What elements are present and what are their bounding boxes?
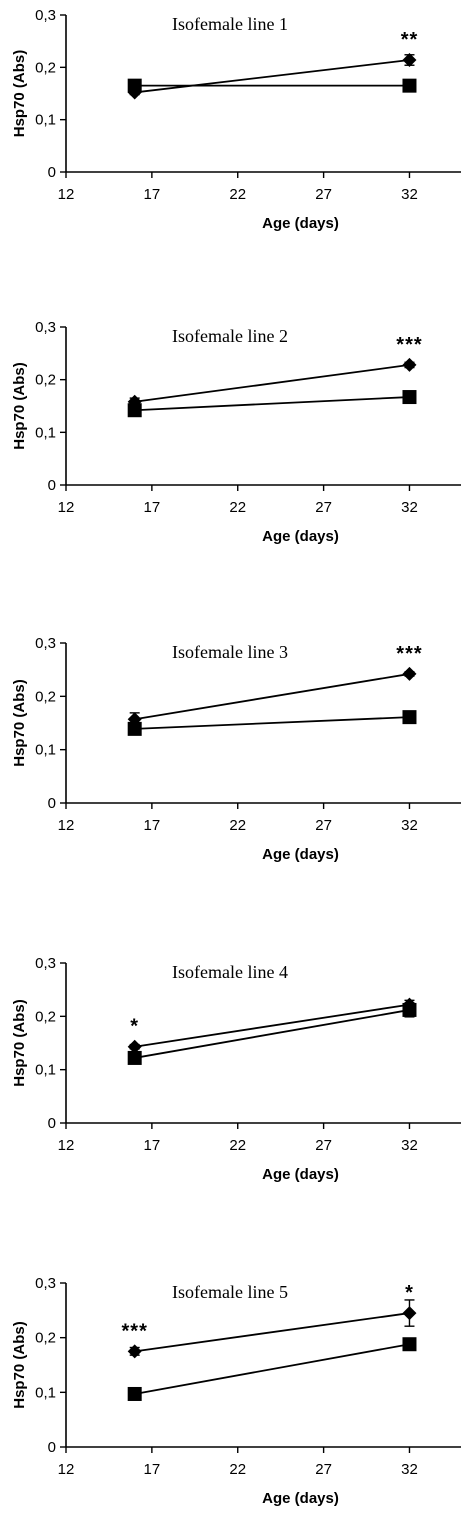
x-tick-label: 27 bbox=[315, 817, 332, 834]
y-tick-label: 0,3 bbox=[35, 1275, 56, 1292]
y-tick-label: 0,2 bbox=[35, 1008, 56, 1025]
x-axis-label: Age (days) bbox=[262, 1490, 339, 1507]
data-point-diamond bbox=[402, 53, 417, 68]
significance-label: *** bbox=[396, 334, 422, 356]
y-tick-label: 0 bbox=[48, 1115, 56, 1132]
y-axis-label: Hsp70 (Abs) bbox=[11, 999, 28, 1087]
x-tick-label: 12 bbox=[58, 817, 75, 834]
chart-panel-1: 0 0,1 0,2 0,3 12 17 22 27 32 Age (days) Hsp70 (Abs… bbox=[11, 7, 461, 232]
y-axis-label: Hsp70 (Abs) bbox=[11, 1321, 28, 1409]
data-point-diamond bbox=[402, 666, 417, 681]
x-tick-label: 12 bbox=[58, 1461, 75, 1478]
x-tick-label: 32 bbox=[401, 186, 418, 203]
chart-panel-5: 0 0,1 0,2 0,3 12 17 22 27 32 Age (days) Hsp70 (Abs… bbox=[11, 1275, 461, 1507]
y-tick-label: 0,2 bbox=[35, 59, 56, 76]
y-tick-label: 0,3 bbox=[35, 7, 56, 24]
data-point-square bbox=[402, 1002, 417, 1017]
y-tick-label: 0,2 bbox=[35, 688, 56, 705]
series-line-square bbox=[134, 1009, 410, 1059]
x-axis-label: Age (days) bbox=[262, 215, 339, 232]
x-tick-label: 17 bbox=[144, 499, 161, 516]
x-axis-label: Age (days) bbox=[262, 846, 339, 863]
x-tick-label: 27 bbox=[315, 1461, 332, 1478]
y-tick-label: 0,2 bbox=[35, 1330, 56, 1347]
chart-panel-2: 0 0,1 0,2 0,3 12 17 22 27 32 Age (days) Hsp70 (Abs… bbox=[11, 319, 461, 545]
data-point-square bbox=[402, 710, 417, 725]
y-tick-label: 0,1 bbox=[35, 1062, 56, 1079]
y-tick-label: 0 bbox=[48, 477, 56, 494]
data-point-diamond bbox=[127, 1039, 142, 1054]
significance-label: *** bbox=[122, 1320, 148, 1342]
series-line-diamond bbox=[134, 1312, 410, 1353]
x-tick-label: 12 bbox=[58, 499, 75, 516]
data-point-diamond bbox=[127, 1344, 142, 1359]
series-line-square bbox=[134, 1343, 410, 1395]
data-point-square bbox=[127, 721, 142, 736]
series-line-diamond bbox=[134, 1003, 410, 1048]
panel-title: Isofemale line 2 bbox=[172, 326, 288, 346]
y-tick-label: 0,3 bbox=[35, 635, 56, 652]
x-tick-label: 22 bbox=[229, 1137, 246, 1154]
panel-title: Isofemale line 3 bbox=[172, 642, 288, 662]
x-tick-label: 22 bbox=[229, 186, 246, 203]
data-point-square bbox=[127, 403, 142, 418]
significance-label: *** bbox=[396, 643, 422, 665]
series-line-diamond bbox=[134, 364, 410, 403]
series-line-diamond bbox=[134, 59, 410, 94]
data-point-square bbox=[402, 390, 417, 405]
data-point-square bbox=[402, 78, 417, 93]
series-line-diamond bbox=[134, 673, 410, 721]
y-tick-label: 0,2 bbox=[35, 372, 56, 389]
x-tick-label: 32 bbox=[401, 499, 418, 516]
data-point-diamond bbox=[402, 1306, 417, 1321]
y-tick-label: 0,1 bbox=[35, 424, 56, 441]
x-tick-label: 17 bbox=[144, 186, 161, 203]
y-tick-label: 0 bbox=[48, 1439, 56, 1456]
chart-panel-4: 0 0,1 0,2 0,3 12 17 22 27 32 Age (days) Hsp70 (Abs… bbox=[11, 955, 461, 1183]
chart-panel-3: 0 0,1 0,2 0,3 12 17 22 27 32 Age (days) Hsp70 (Abs… bbox=[11, 635, 461, 863]
panel-title: Isofemale line 1 bbox=[172, 14, 288, 34]
panel-title: Isofemale line 5 bbox=[172, 1282, 288, 1302]
y-tick-label: 0,1 bbox=[35, 112, 56, 129]
significance-label: * bbox=[405, 1282, 414, 1304]
data-point-diamond bbox=[402, 357, 417, 372]
panel-title: Isofemale line 4 bbox=[172, 962, 288, 982]
x-tick-label: 12 bbox=[58, 1137, 75, 1154]
series-line-square bbox=[134, 716, 410, 730]
y-tick-label: 0 bbox=[48, 795, 56, 812]
x-tick-label: 27 bbox=[315, 499, 332, 516]
data-point-square bbox=[127, 1050, 142, 1065]
x-tick-label: 32 bbox=[401, 1461, 418, 1478]
x-tick-label: 17 bbox=[144, 1137, 161, 1154]
y-axis-label: Hsp70 (Abs) bbox=[11, 50, 28, 138]
y-tick-label: 0,3 bbox=[35, 319, 56, 336]
y-tick-label: 0,3 bbox=[35, 955, 56, 972]
y-axis-label: Hsp70 (Abs) bbox=[11, 362, 28, 450]
x-tick-label: 22 bbox=[229, 499, 246, 516]
significance-label: ** bbox=[401, 29, 419, 51]
significance-label: * bbox=[130, 1016, 139, 1038]
y-tick-label: 0 bbox=[48, 164, 56, 181]
x-tick-label: 12 bbox=[58, 186, 75, 203]
x-tick-label: 27 bbox=[315, 186, 332, 203]
x-tick-label: 17 bbox=[144, 817, 161, 834]
data-point-square bbox=[402, 1337, 417, 1352]
x-axis-label: Age (days) bbox=[262, 1166, 339, 1183]
x-axis-label: Age (days) bbox=[262, 528, 339, 545]
y-tick-label: 0,1 bbox=[35, 1384, 56, 1401]
x-tick-label: 17 bbox=[144, 1461, 161, 1478]
series-line-square bbox=[134, 396, 410, 412]
x-tick-label: 32 bbox=[401, 817, 418, 834]
y-tick-label: 0,1 bbox=[35, 742, 56, 759]
x-tick-label: 22 bbox=[229, 817, 246, 834]
x-tick-label: 22 bbox=[229, 1461, 246, 1478]
data-point-square bbox=[127, 1386, 142, 1401]
x-tick-label: 27 bbox=[315, 1137, 332, 1154]
data-point-square bbox=[127, 78, 142, 93]
y-axis-label: Hsp70 (Abs) bbox=[11, 679, 28, 767]
x-tick-label: 32 bbox=[401, 1137, 418, 1154]
